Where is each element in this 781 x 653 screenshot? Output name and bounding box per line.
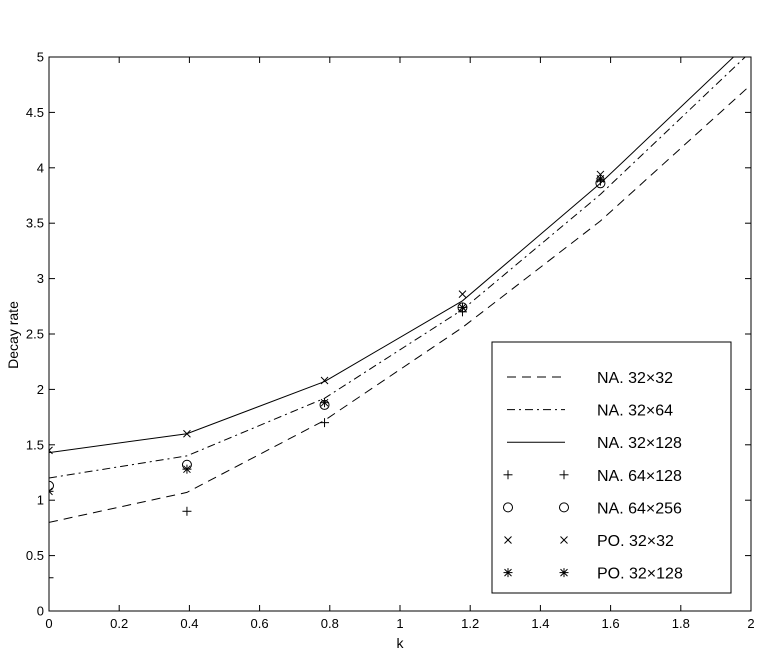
x-tick-label: 1.6 xyxy=(602,616,620,631)
series-line-2 xyxy=(49,57,746,479)
series-1 xyxy=(49,84,751,523)
y-tick-label: 3.5 xyxy=(26,216,44,231)
legend-label-7: PO. 32×128 xyxy=(597,566,683,583)
legend-marker-sample xyxy=(503,502,513,513)
data-point-7-1 xyxy=(49,486,54,496)
legend-entry-6: PO. 32×32 xyxy=(504,533,674,550)
legend-marker-sample xyxy=(559,502,569,513)
legend-entry-5: NA. 64×256 xyxy=(503,500,682,517)
y-tick-label: 1.5 xyxy=(26,437,44,452)
data-point-6-2 xyxy=(183,429,191,438)
legend-marker-sample xyxy=(504,536,512,544)
data-point-7-2 xyxy=(182,464,192,474)
x-tick-label: 0.4 xyxy=(180,616,198,631)
series-3 xyxy=(49,57,735,454)
legend-marker-sample xyxy=(559,470,569,480)
legend-marker-sample xyxy=(559,568,569,578)
axis-ticks: 0 0.2 0.4 0.6 0.8 1 1.2 1.4 1.6 1.8 2 0 0.5 1 1.5 2 2.5 3… xyxy=(26,50,755,632)
legend-label-4: NA. 64×128 xyxy=(597,468,682,485)
series-2 xyxy=(49,57,746,479)
y-tick-label: 2.5 xyxy=(26,327,44,342)
x-tick-label: 0.8 xyxy=(321,616,339,631)
legend-label-5: NA. 64×256 xyxy=(597,500,682,517)
legend-entry-2: NA. 32×64 xyxy=(507,403,673,420)
legend-marker-sample xyxy=(503,470,513,480)
x-tick-label: 0.2 xyxy=(110,616,128,631)
legend: NA. 32×32 NA. 32×64 NA. 32×128 NA. 64×128 NA… xyxy=(491,341,732,594)
data-point-7-3 xyxy=(320,398,330,408)
legend-entry-7: PO. 32×128 xyxy=(503,566,683,583)
x-axis-label: k xyxy=(397,635,405,651)
x-tick-label: 2 xyxy=(747,616,754,631)
x-tick-label: 0 xyxy=(45,616,52,631)
data-point-4-3 xyxy=(320,418,330,428)
legend-marker-sample xyxy=(503,568,513,578)
y-tick-label: 1 xyxy=(37,493,44,508)
x-tick-label: 1.4 xyxy=(531,616,549,631)
data-point-6-1 xyxy=(49,446,53,455)
legend-box xyxy=(491,341,732,594)
legend-entry-3: NA. 32×128 xyxy=(507,435,682,452)
data-point-4-2 xyxy=(182,506,192,516)
legend-entry-1: NA. 32×32 xyxy=(507,370,673,387)
legend-label-6: PO. 32×32 xyxy=(597,533,674,550)
x-tick-label: 0.6 xyxy=(251,616,269,631)
x-tick-label: 1.8 xyxy=(672,616,690,631)
series-line-1 xyxy=(49,84,751,523)
data-point-5-1 xyxy=(49,480,54,491)
data-point-7-5 xyxy=(595,174,605,184)
y-tick-label: 2 xyxy=(37,382,44,397)
y-tick-label: 0 xyxy=(37,604,44,619)
y-tick-label: 3 xyxy=(37,271,44,286)
legend-label-3: NA. 32×128 xyxy=(597,435,682,452)
x-tick-label: 1 xyxy=(396,616,403,631)
y-tick-label: 5 xyxy=(37,50,44,65)
y-tick-label: 0.5 xyxy=(26,548,44,563)
y-tick-label: 4.5 xyxy=(26,105,44,120)
data-point-7-4 xyxy=(457,302,467,312)
legend-label-2: NA. 32×64 xyxy=(597,403,673,420)
y-axis-label: Decay rate xyxy=(5,301,21,369)
legend-entry-4: NA. 64×128 xyxy=(503,468,682,485)
data-point-4-1 xyxy=(49,573,54,583)
x-tick-label: 1.2 xyxy=(461,616,479,631)
y-tick-label: 4 xyxy=(37,160,44,175)
data-point-6-4 xyxy=(458,290,467,298)
legend-label-1: NA. 32×32 xyxy=(597,370,673,387)
series-line-3 xyxy=(49,57,735,454)
series-7 xyxy=(49,174,605,496)
legend-marker-sample xyxy=(560,536,568,544)
data-point-6-3 xyxy=(320,376,329,385)
